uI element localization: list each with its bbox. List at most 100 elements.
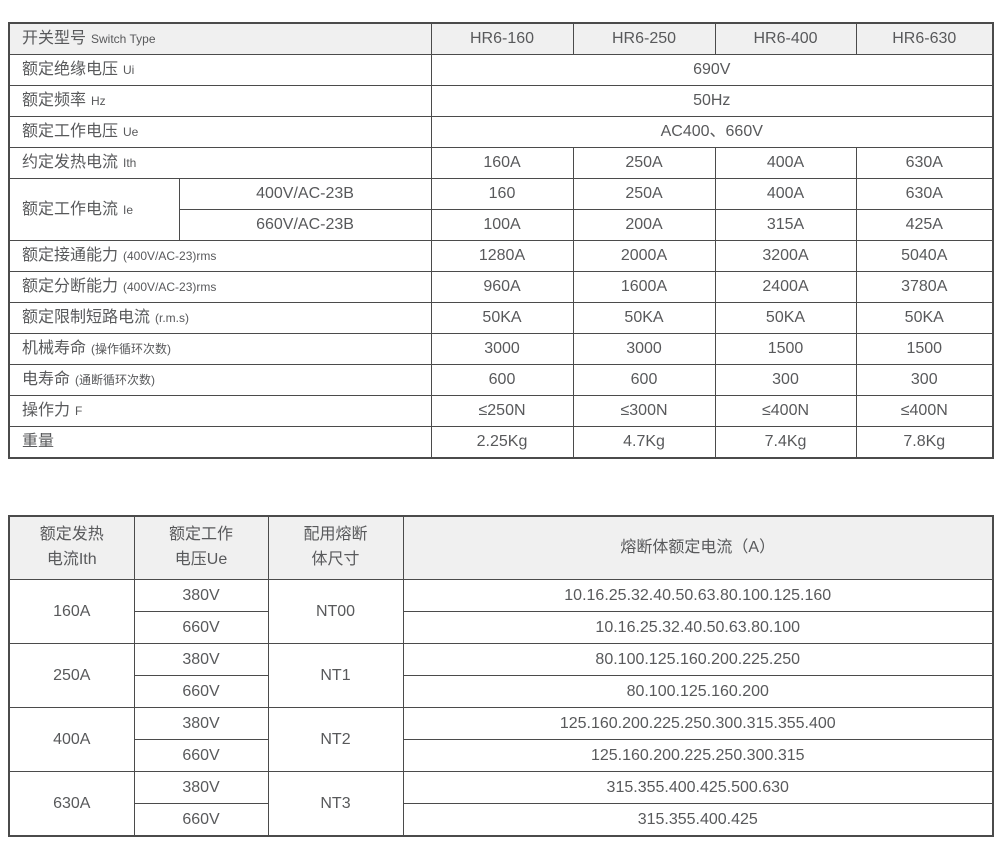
spec-value-cell: 3000 — [430, 333, 574, 365]
fuse-current-cell: 400A — [8, 707, 135, 772]
spec-label: 重量 — [8, 426, 432, 459]
spec-value-cell: 315A — [714, 209, 857, 241]
fuse-header-voltage: 额定工作 电压Ue — [133, 515, 269, 580]
spec-label-note: (400V/AC-23)rms — [123, 249, 217, 264]
fuse-ratings-cell: 80.100.125.160.200 — [402, 675, 994, 708]
fuse-ratings-cell: 10.16.25.32.40.50.63.80.100 — [402, 611, 994, 644]
spec-value-cell: 2.25Kg — [430, 426, 574, 459]
spec-label: 额定工作电流 Ie — [8, 178, 180, 241]
fuse-voltage-cell: 660V — [133, 739, 269, 772]
switch-spec-table: 开关型号 Switch Type HR6-160 HR6-250 HR6-400 HR6-… — [8, 22, 994, 459]
fuse-header-current: 额定发热 电流Ith — [8, 515, 135, 580]
fuse-size-cell: NT00 — [267, 579, 404, 644]
fuse-ratings-cell: 125.160.200.225.250.300.315 — [402, 739, 994, 772]
spec-label-text: 额定接通能力 — [22, 247, 119, 265]
spec-label: 额定工作电压 Ue — [8, 116, 432, 148]
spec-label: 额定绝缘电压 Ui — [8, 54, 432, 86]
spec-label: 操作力 F — [8, 395, 432, 427]
spec-value-cell: 1500 — [855, 333, 994, 365]
spec-value-cell: 300 — [855, 364, 994, 396]
fuse-ratings-cell: 10.16.25.32.40.50.63.80.100.125.160 — [402, 579, 994, 612]
spec-value-cell: 50KA — [714, 302, 857, 334]
spec-row: 约定发热电流 Ith 160A 250A 400A 630A — [8, 147, 994, 179]
switch-spec-table-body: 开关型号 Switch Type HR6-160 HR6-250 HR6-400 HR6-… — [8, 22, 994, 459]
spec-row: 额定频率 Hz 50Hz — [8, 85, 994, 117]
spec-row: 操作力 F ≤250N ≤300N ≤400N ≤400N — [8, 395, 994, 427]
fuse-ratings-cell: 125.160.200.225.250.300.315.355.400 — [402, 707, 994, 740]
spec-label-note: (400V/AC-23)rms — [123, 280, 217, 295]
spec-label-text: 机械寿命 — [22, 340, 87, 358]
spec-label-text: 额定绝缘电压 — [22, 61, 119, 79]
fuse-header-ratings: 熔断体额定电流（A） — [402, 515, 994, 580]
spec-value-span-cell: AC400、660V — [430, 116, 994, 148]
spec-value-cell: ≤300N — [572, 395, 716, 427]
spec-label-note: Ie — [123, 202, 134, 217]
spec-value-cell: 50KA — [572, 302, 716, 334]
fuse-voltage-cell: 660V — [133, 675, 269, 708]
spec-value-cell: 3000 — [572, 333, 716, 365]
spec-label: 约定发热电流 Ith — [8, 147, 432, 179]
spec-value-span-cell: 690V — [430, 54, 994, 86]
fuse-ratings-cell: 80.100.125.160.200.225.250 — [402, 643, 994, 676]
spec-label-text: 额定频率 — [22, 92, 87, 110]
fuse-voltage-cell: 380V — [133, 771, 269, 804]
spec-value-cell: 1500 — [714, 333, 857, 365]
spec-label: 额定频率 Hz — [8, 85, 432, 117]
spec-value-cell: 3200A — [714, 240, 857, 272]
spec-label-note: Hz — [91, 94, 106, 109]
spec-value-cell: 400A — [714, 147, 857, 179]
fuse-row: 400A 380V NT2 125.160.200.225.250.300.315.3… — [8, 707, 994, 772]
spec-row: 额定分断能力 (400V/AC-23)rms 960A 1600A 2400A 3780A — [8, 271, 994, 303]
fuse-voltage-cell: 660V — [133, 803, 269, 837]
fuse-ratings-cell: 315.355.400.425 — [402, 803, 994, 837]
spec-label: 机械寿命 (操作循环次数) — [8, 333, 432, 365]
fuse-row: 660V 125.160.200.225.250.300.315 — [9, 739, 994, 772]
fuse-table-header-row: 额定发热 电流Ith 额定工作 电压Ue 配用熔断 体尺寸 熔断体额定电流（A） — [8, 515, 994, 580]
spec-value-cell: 300 — [714, 364, 857, 396]
spec-value-cell: 630A — [855, 178, 994, 210]
fuse-header-size: 配用熔断 体尺寸 — [267, 515, 404, 580]
spec-value-cell: 7.4Kg — [714, 426, 857, 459]
spec-row: 机械寿命 (操作循环次数) 3000 3000 1500 1500 — [8, 333, 994, 365]
sub-condition-cell: 660V/AC-23B — [178, 209, 432, 241]
fuse-current-cell: 250A — [8, 643, 135, 708]
spec-value-cell: 4.7Kg — [572, 426, 716, 459]
model-header-cell: HR6-630 — [855, 22, 994, 55]
spec-value-cell: ≤250N — [430, 395, 574, 427]
spec-value-cell: 200A — [572, 209, 716, 241]
spec-label-note: (r.m.s) — [155, 311, 190, 326]
spec-row: 额定限制短路电流 (r.m.s) 50KA 50KA 50KA 50KA — [8, 302, 994, 334]
spec-row: 额定接通能力 (400V/AC-23)rms 1280A 2000A 3200A 5040… — [8, 240, 994, 272]
spec-label-text: 额定工作电流 — [22, 200, 119, 218]
fuse-spec-table: 额定发热 电流Ith 额定工作 电压Ue 配用熔断 体尺寸 熔断体额定电流（A） 160… — [8, 515, 994, 837]
spec-label-note: Ith — [123, 156, 137, 171]
spec-label-note: Switch Type — [91, 32, 156, 47]
spec-row: 660V/AC-23B 100A 200A 315A 425A — [9, 209, 994, 241]
fuse-voltage-cell: 380V — [133, 643, 269, 676]
spec-value-span-cell: 50Hz — [430, 85, 994, 117]
spec-value-cell: 1600A — [572, 271, 716, 303]
spec-value-cell: 100A — [430, 209, 574, 241]
fuse-ratings-cell: 315.355.400.425.500.630 — [402, 771, 994, 804]
spec-value-cell: 1280A — [430, 240, 574, 272]
fuse-voltage-cell: 660V — [133, 611, 269, 644]
spec-label-text: 额定分断能力 — [22, 278, 119, 296]
spec-label: 电寿命 (通断循环次数) — [8, 364, 432, 396]
spec-value-cell: 2000A — [572, 240, 716, 272]
spec-value-cell: 400A — [714, 178, 857, 210]
spec-value-cell: 50KA — [430, 302, 574, 334]
spec-value-cell: ≤400N — [714, 395, 857, 427]
model-header-cell: HR6-250 — [572, 22, 716, 55]
fuse-size-cell: NT2 — [267, 707, 404, 772]
fuse-row: 660V 10.16.25.32.40.50.63.80.100 — [9, 611, 994, 644]
spec-row: 额定工作电流 Ie 400V/AC-23B 160 250A 400A 630A — [8, 178, 994, 241]
fuse-size-cell: NT3 — [267, 771, 404, 837]
spec-value-cell: 160 — [430, 178, 574, 210]
fuse-voltage-cell: 380V — [133, 707, 269, 740]
spec-row: 电寿命 (通断循环次数) 600 600 300 300 — [8, 364, 994, 396]
spec-label-note: F — [75, 404, 83, 419]
fuse-size-cell: NT1 — [267, 643, 404, 708]
spec-label-text: 额定工作电压 — [22, 123, 119, 141]
spec-label-text: 开关型号 — [22, 30, 87, 48]
